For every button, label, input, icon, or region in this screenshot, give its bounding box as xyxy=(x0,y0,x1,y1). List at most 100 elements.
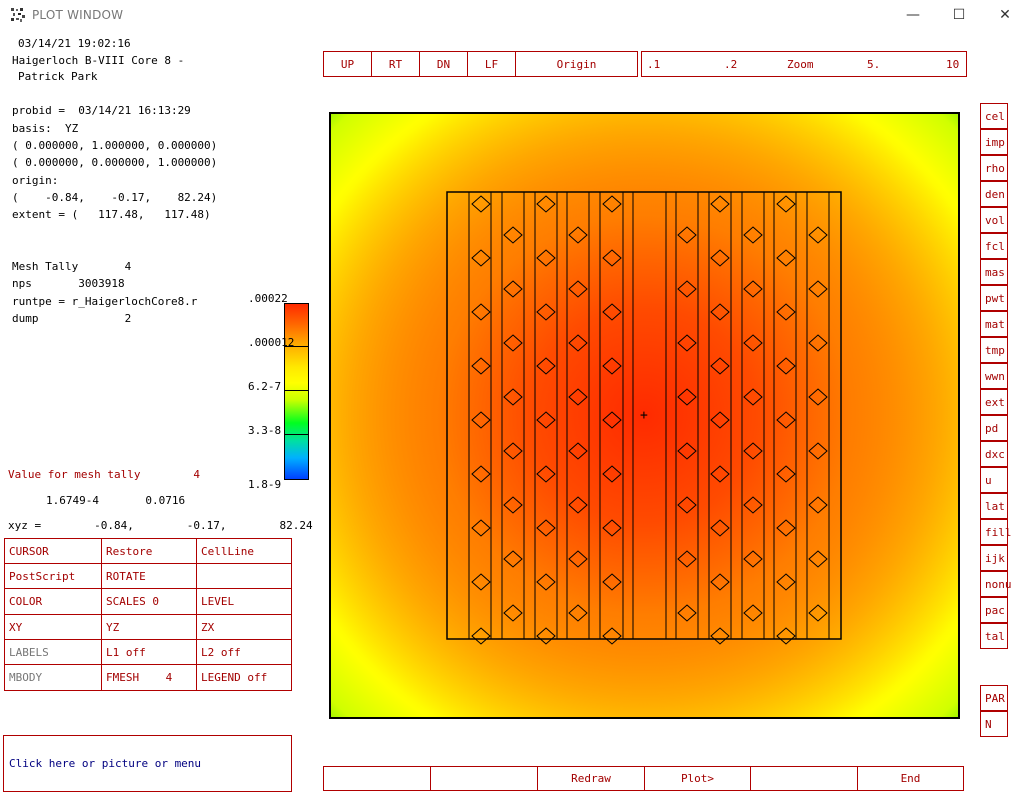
zoom-bar[interactable]: .1 .2 Zoom 5. 10 xyxy=(641,51,967,77)
datetime: 03/14/21 19:02:16 xyxy=(18,37,131,50)
legend-toggle[interactable]: LEGEND off xyxy=(196,664,292,691)
value-numbers: 1.6749-4 0.0716 xyxy=(46,494,186,507)
right-menu-u[interactable]: u xyxy=(980,467,1008,493)
bottom-empty-button[interactable] xyxy=(323,766,431,791)
redraw-button[interactable]: Redraw xyxy=(537,766,645,791)
rod-diamond-marker xyxy=(536,519,556,537)
rod-diamond-marker xyxy=(808,388,828,406)
yz-button[interactable]: YZ xyxy=(101,614,197,640)
rod-diamond-marker xyxy=(710,411,730,429)
runtpe: runtpe = r_HaigerlochCore8.r xyxy=(12,295,198,308)
rod-diamond-marker xyxy=(743,226,763,244)
rod-diamond-marker xyxy=(602,249,622,267)
right-menu-tmp[interactable]: tmp xyxy=(980,337,1008,363)
rod-diamond-marker xyxy=(743,334,763,352)
right-menu-rho[interactable]: rho xyxy=(980,155,1008,181)
right-menu-mas[interactable]: mas xyxy=(980,259,1008,285)
bottom-empty-button[interactable] xyxy=(430,766,538,791)
zx-button[interactable]: ZX xyxy=(196,614,292,640)
postscript-button[interactable]: PostScript xyxy=(4,563,102,589)
value-label: Value for mesh tally 4 xyxy=(8,468,201,481)
plot-button[interactable]: Plot> xyxy=(644,766,751,791)
rod-diamond-marker xyxy=(710,357,730,375)
maximize-button[interactable]: ☐ xyxy=(936,0,982,30)
color-legend-bar xyxy=(284,303,309,480)
origin-button[interactable]: Origin xyxy=(515,51,638,77)
rod-diamond-marker xyxy=(710,195,730,213)
pan-left-button[interactable]: LF xyxy=(467,51,516,77)
color-button[interactable]: COLOR xyxy=(4,588,102,615)
rod-diamond-marker xyxy=(677,388,697,406)
close-button[interactable]: ✕ xyxy=(982,0,1026,30)
rod-diamond-marker xyxy=(568,280,588,298)
right-menu-pwt[interactable]: pwt xyxy=(980,285,1008,311)
right-menu-pac[interactable]: pac xyxy=(980,597,1008,623)
cellline-button[interactable]: CellLine xyxy=(196,538,292,564)
right-menu-n[interactable]: N xyxy=(980,711,1008,737)
right-menu-vol[interactable]: vol xyxy=(980,207,1008,233)
rod-diamond-marker xyxy=(808,496,828,514)
right-menu-mat[interactable]: mat xyxy=(980,311,1008,337)
prompt-box[interactable]: Click here or picture or menu xyxy=(3,735,292,792)
pan-up-button[interactable]: UP xyxy=(323,51,372,77)
right-menu-dxc[interactable]: dxc xyxy=(980,441,1008,467)
pan-right-button[interactable]: RT xyxy=(371,51,420,77)
pan-down-button[interactable]: DN xyxy=(419,51,468,77)
rod-diamond-marker xyxy=(743,280,763,298)
rod-diamond-marker xyxy=(503,496,523,514)
end-button[interactable]: End xyxy=(857,766,964,791)
rod-diamond-marker xyxy=(471,357,491,375)
restore-button[interactable]: Restore xyxy=(101,538,197,564)
rod-diamond-marker xyxy=(503,280,523,298)
rotate-button[interactable]: ROTATE xyxy=(101,563,197,589)
l2-toggle[interactable]: L2 off xyxy=(196,639,292,665)
right-menu-cel[interactable]: cel xyxy=(980,103,1008,129)
rod-diamond-marker xyxy=(602,519,622,537)
right-menu-den[interactable]: den xyxy=(980,181,1008,207)
rod-diamond-marker xyxy=(677,334,697,352)
rod-diamond-marker xyxy=(743,388,763,406)
right-menu-lat[interactable]: lat xyxy=(980,493,1008,519)
scales-button[interactable]: SCALES 0 xyxy=(101,588,197,615)
right-menu-ijk[interactable]: ijk xyxy=(980,545,1008,571)
level-button[interactable]: LEVEL xyxy=(196,588,292,615)
command-menu: CURSOR Restore CellLine PostScript ROTAT… xyxy=(4,538,292,691)
rod-diamond-marker xyxy=(568,334,588,352)
bottom-empty-button[interactable] xyxy=(750,766,858,791)
zoom-value: 5. xyxy=(867,58,881,71)
rod-diamond-marker xyxy=(776,303,796,321)
plot-canvas[interactable]: + xyxy=(329,112,960,719)
problem-title-1: Haigerloch B-VIII Core 8 - xyxy=(12,54,185,67)
zoom-value: .2 xyxy=(724,58,738,71)
rod-diamond-marker xyxy=(602,411,622,429)
l1-toggle[interactable]: L1 off xyxy=(101,639,197,665)
right-menu-wwn[interactable]: wwn xyxy=(980,363,1008,389)
rod-diamond-marker xyxy=(503,442,523,460)
rod-diamond-marker xyxy=(677,496,697,514)
rod-diamond-marker xyxy=(743,604,763,622)
rod-diamond-marker xyxy=(568,550,588,568)
right-menu-fill[interactable]: fill xyxy=(980,519,1012,545)
right-menu-nonu[interactable]: nonu xyxy=(980,571,1012,597)
right-menu-tal[interactable]: tal xyxy=(980,623,1008,649)
rod-diamond-marker xyxy=(471,249,491,267)
right-menu-ext[interactable]: ext xyxy=(980,389,1008,415)
right-menu-fcl[interactable]: fcl xyxy=(980,233,1008,259)
mbody-button[interactable]: MBODY xyxy=(4,664,102,691)
right-menu-par[interactable]: PAR xyxy=(980,685,1008,711)
rod-diamond-marker xyxy=(677,550,697,568)
rod-diamond-marker xyxy=(536,303,556,321)
rod-diamond-marker xyxy=(776,411,796,429)
rod-diamond-marker xyxy=(471,627,491,645)
right-menu-pd[interactable]: pd xyxy=(980,415,1008,441)
rod-diamond-marker xyxy=(743,442,763,460)
rod-diamond-marker xyxy=(710,303,730,321)
rod-diamond-marker xyxy=(568,226,588,244)
rod-diamond-marker xyxy=(776,627,796,645)
xy-button[interactable]: XY xyxy=(4,614,102,640)
minimize-button[interactable]: — xyxy=(890,0,936,30)
cursor-button[interactable]: CURSOR xyxy=(4,538,102,564)
labels-button[interactable]: LABELS xyxy=(4,639,102,665)
fmesh-button[interactable]: FMESH 4 xyxy=(101,664,197,691)
right-menu-imp[interactable]: imp xyxy=(980,129,1008,155)
